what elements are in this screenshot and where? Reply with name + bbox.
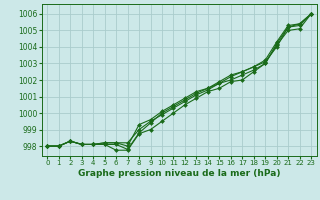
X-axis label: Graphe pression niveau de la mer (hPa): Graphe pression niveau de la mer (hPa) [78,169,280,178]
